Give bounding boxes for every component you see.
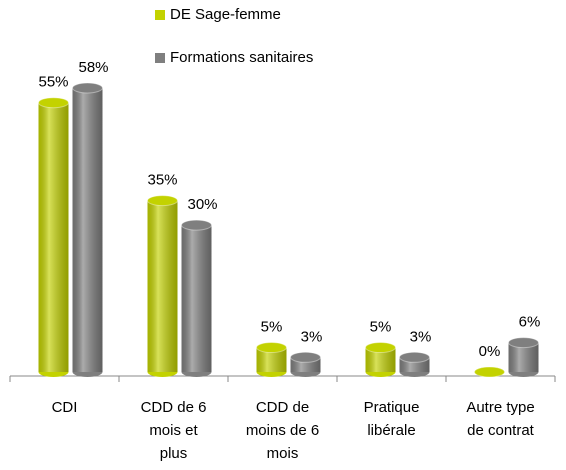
x-tick-label: CDD de moins de 6 mois [246,399,319,462]
bar-top [365,342,396,354]
bar [365,342,396,377]
bar-shine [72,88,103,372]
bar [290,351,321,377]
value-label: 0% [479,343,501,360]
bar [147,195,178,377]
bar-shine [147,200,178,372]
legend-label: Formations sanitaires [170,49,313,66]
value-label: 6% [519,314,541,331]
x-tick-label: Pratique libérale [364,399,420,439]
bar [72,82,103,377]
bar-top [256,342,287,354]
bar-top [38,97,69,109]
value-label: 5% [370,318,392,335]
bar-top [474,366,505,378]
bar-top [508,337,539,349]
bar-top [399,351,430,363]
x-tick-label: CDD de 6 mois et plus [141,399,207,462]
bar-shine [181,225,212,372]
value-label: 58% [78,59,108,76]
value-label: 3% [301,328,323,345]
x-tick-label: CDI [52,399,78,416]
bar-shine [38,102,69,373]
bar [474,366,505,378]
bar [256,342,287,377]
value-label: 3% [410,328,432,345]
value-label: 35% [147,172,177,189]
bar-top [72,82,103,94]
legend-swatch [155,10,165,20]
x-tick-label: Autre type de contrat [466,399,534,439]
bar [181,219,212,377]
bar [38,97,69,377]
value-label: 30% [187,196,217,213]
bar-top [147,195,178,207]
legend-swatch [155,53,165,63]
bar [399,351,430,377]
bar-top [290,351,321,363]
bar [508,337,539,377]
bar-top [181,219,212,231]
value-label: 55% [38,74,68,91]
legend-label: DE Sage-femme [170,6,281,23]
value-label: 5% [261,318,283,335]
